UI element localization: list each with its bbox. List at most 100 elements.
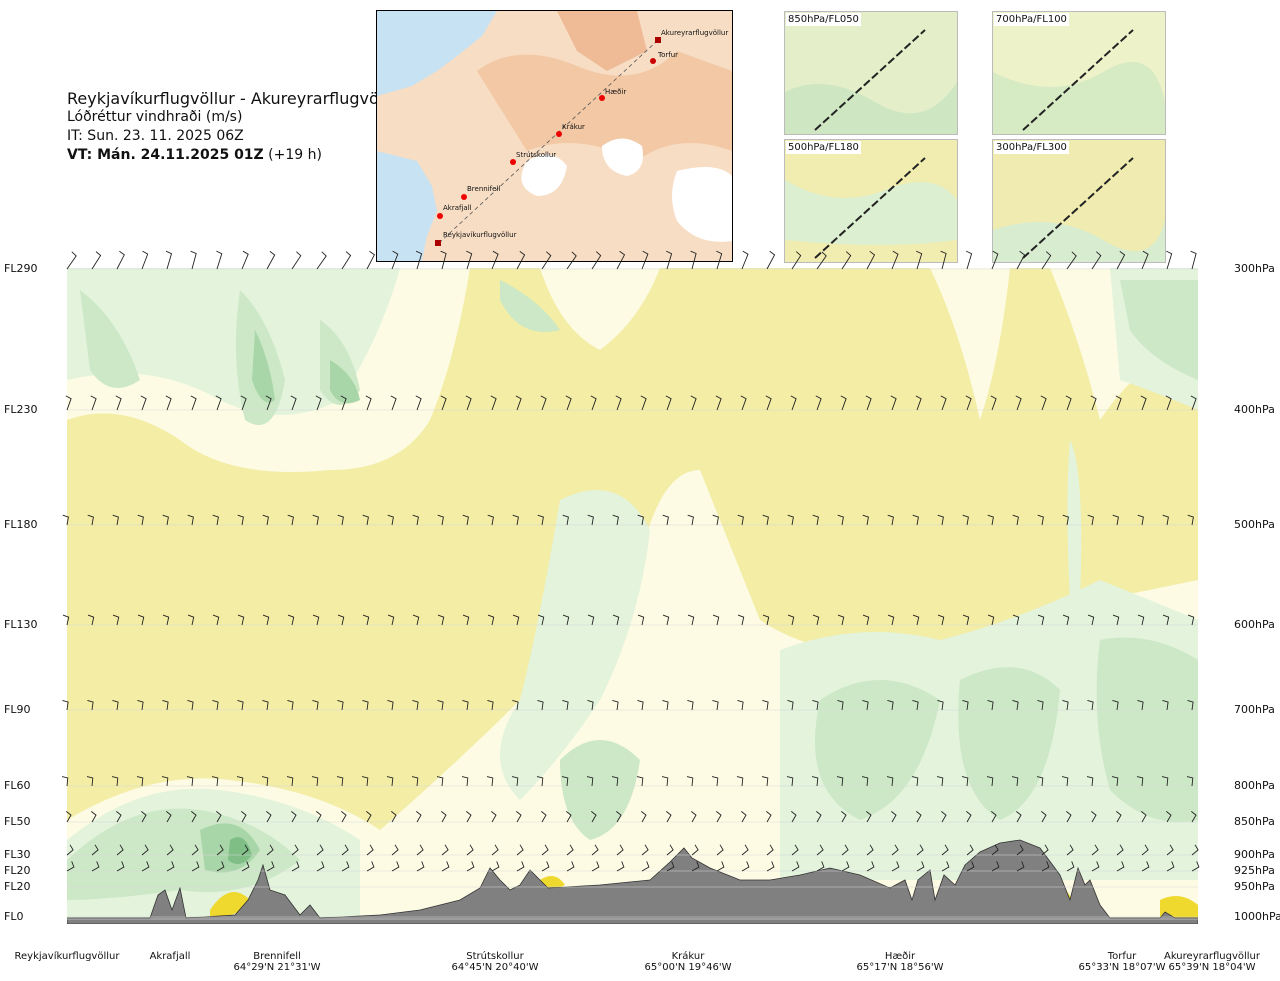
wind-barb [240, 395, 247, 411]
wind-barb [891, 861, 900, 872]
wind-barb [562, 699, 569, 711]
wind-barb [841, 861, 850, 872]
wind-barb [191, 811, 197, 823]
wind-barb [891, 844, 899, 856]
wind-barb [361, 776, 369, 787]
wind-barb [290, 395, 297, 411]
wind-barb [440, 395, 447, 411]
wind-barb [987, 614, 995, 626]
wind-barb [811, 776, 819, 787]
wind-barb [1115, 395, 1122, 411]
wind-barb [1112, 614, 1120, 626]
wind-barb [790, 395, 797, 411]
wind-barb [591, 811, 597, 823]
inset-500-graphic [785, 140, 957, 262]
wind-barb [1066, 811, 1072, 823]
wind-barb [341, 251, 352, 270]
wind-barb [487, 614, 495, 626]
wind-barb [116, 811, 122, 823]
map-marker-akureyrarflugvollur [655, 37, 661, 43]
wind-barb [166, 844, 174, 856]
fl-tick-6: FL50 [4, 815, 31, 828]
wind-barb [462, 514, 469, 526]
wind-barb [516, 811, 522, 823]
wind-barb [612, 699, 619, 711]
wind-barb [587, 514, 594, 526]
wind-barb [287, 514, 294, 526]
waypoint-3: Strútskollur 64°45'N 20°40'W [435, 951, 555, 973]
wind-barb [816, 811, 822, 823]
wind-barb [537, 514, 544, 526]
wind-barb [762, 699, 769, 711]
wind-barb [337, 614, 345, 626]
wind-barb [187, 614, 195, 626]
wind-barb [116, 250, 125, 270]
route-map-graphic [377, 11, 732, 261]
waypoint-name: Akrafjall [149, 951, 191, 962]
wind-barb [591, 861, 600, 872]
wind-barb [390, 395, 397, 411]
wind-barb [237, 699, 244, 711]
wind-barb [936, 776, 944, 787]
wind-barb [786, 776, 794, 787]
wind-barb [441, 844, 449, 856]
wind-barb [287, 699, 294, 711]
wind-barb [891, 811, 897, 823]
waypoint-coord: 65°39'N 18°04'W [1168, 962, 1256, 973]
wind-barb [991, 844, 999, 856]
wind-barb [236, 776, 244, 787]
wind-barb [1165, 395, 1172, 411]
wind-barb [237, 614, 245, 626]
waypoint-7: Akureyrarflugvöllur 65°39'N 18°04'W [1152, 951, 1272, 973]
wind-barb [741, 250, 749, 270]
wind-barb [112, 514, 119, 526]
wind-barb [61, 776, 69, 787]
wind-barb [715, 395, 722, 411]
wind-barb [66, 811, 72, 823]
wind-barb [991, 861, 1000, 872]
wind-barb [566, 251, 577, 270]
wind-barb [466, 811, 472, 823]
wind-barb [115, 395, 122, 411]
wind-barb [661, 776, 669, 787]
wind-barb [866, 250, 876, 270]
wind-barb [966, 811, 972, 823]
wind-barb [741, 844, 749, 856]
wind-barb [641, 811, 647, 823]
wind-barb [662, 514, 669, 526]
wind-barb [215, 395, 222, 411]
wind-barb [991, 250, 999, 270]
waypoint-coord: 65°00'N 19°46'W [644, 962, 732, 973]
wind-barb [866, 844, 874, 856]
wind-barb [241, 861, 250, 872]
inset-300: 300hPa/FL300 [992, 139, 1166, 263]
wind-barb [340, 395, 347, 411]
map-marker-brennifell [461, 194, 467, 200]
waypoint-coord: 65°17'N 18°56'W [856, 962, 944, 973]
wind-barb [487, 514, 494, 526]
wind-barb [861, 776, 869, 787]
wind-barb [1041, 251, 1052, 270]
wind-barb [366, 844, 374, 856]
wind-barb [961, 776, 969, 787]
wind-barb [940, 250, 947, 270]
wind-barb [766, 861, 775, 872]
wind-barb [1040, 395, 1047, 411]
wind-barb [441, 811, 447, 823]
wind-barb [741, 861, 750, 872]
wind-barb [641, 844, 649, 856]
wind-barb [391, 844, 399, 856]
wind-barb [1016, 811, 1022, 823]
wind-barb [316, 251, 327, 270]
wind-barb [216, 250, 223, 270]
waypoint-1: Akrafjall [110, 951, 230, 962]
inset-700: 700hPa/FL100 [992, 11, 1166, 135]
wind-barb [665, 395, 672, 411]
map-place-krakur: Krákur [562, 123, 585, 131]
wind-barb [316, 844, 324, 856]
cross-section-chart [61, 250, 1200, 924]
wind-barb [712, 514, 719, 526]
wind-barb [1141, 250, 1149, 270]
wind-barb [566, 844, 574, 856]
wind-barb [491, 861, 500, 872]
